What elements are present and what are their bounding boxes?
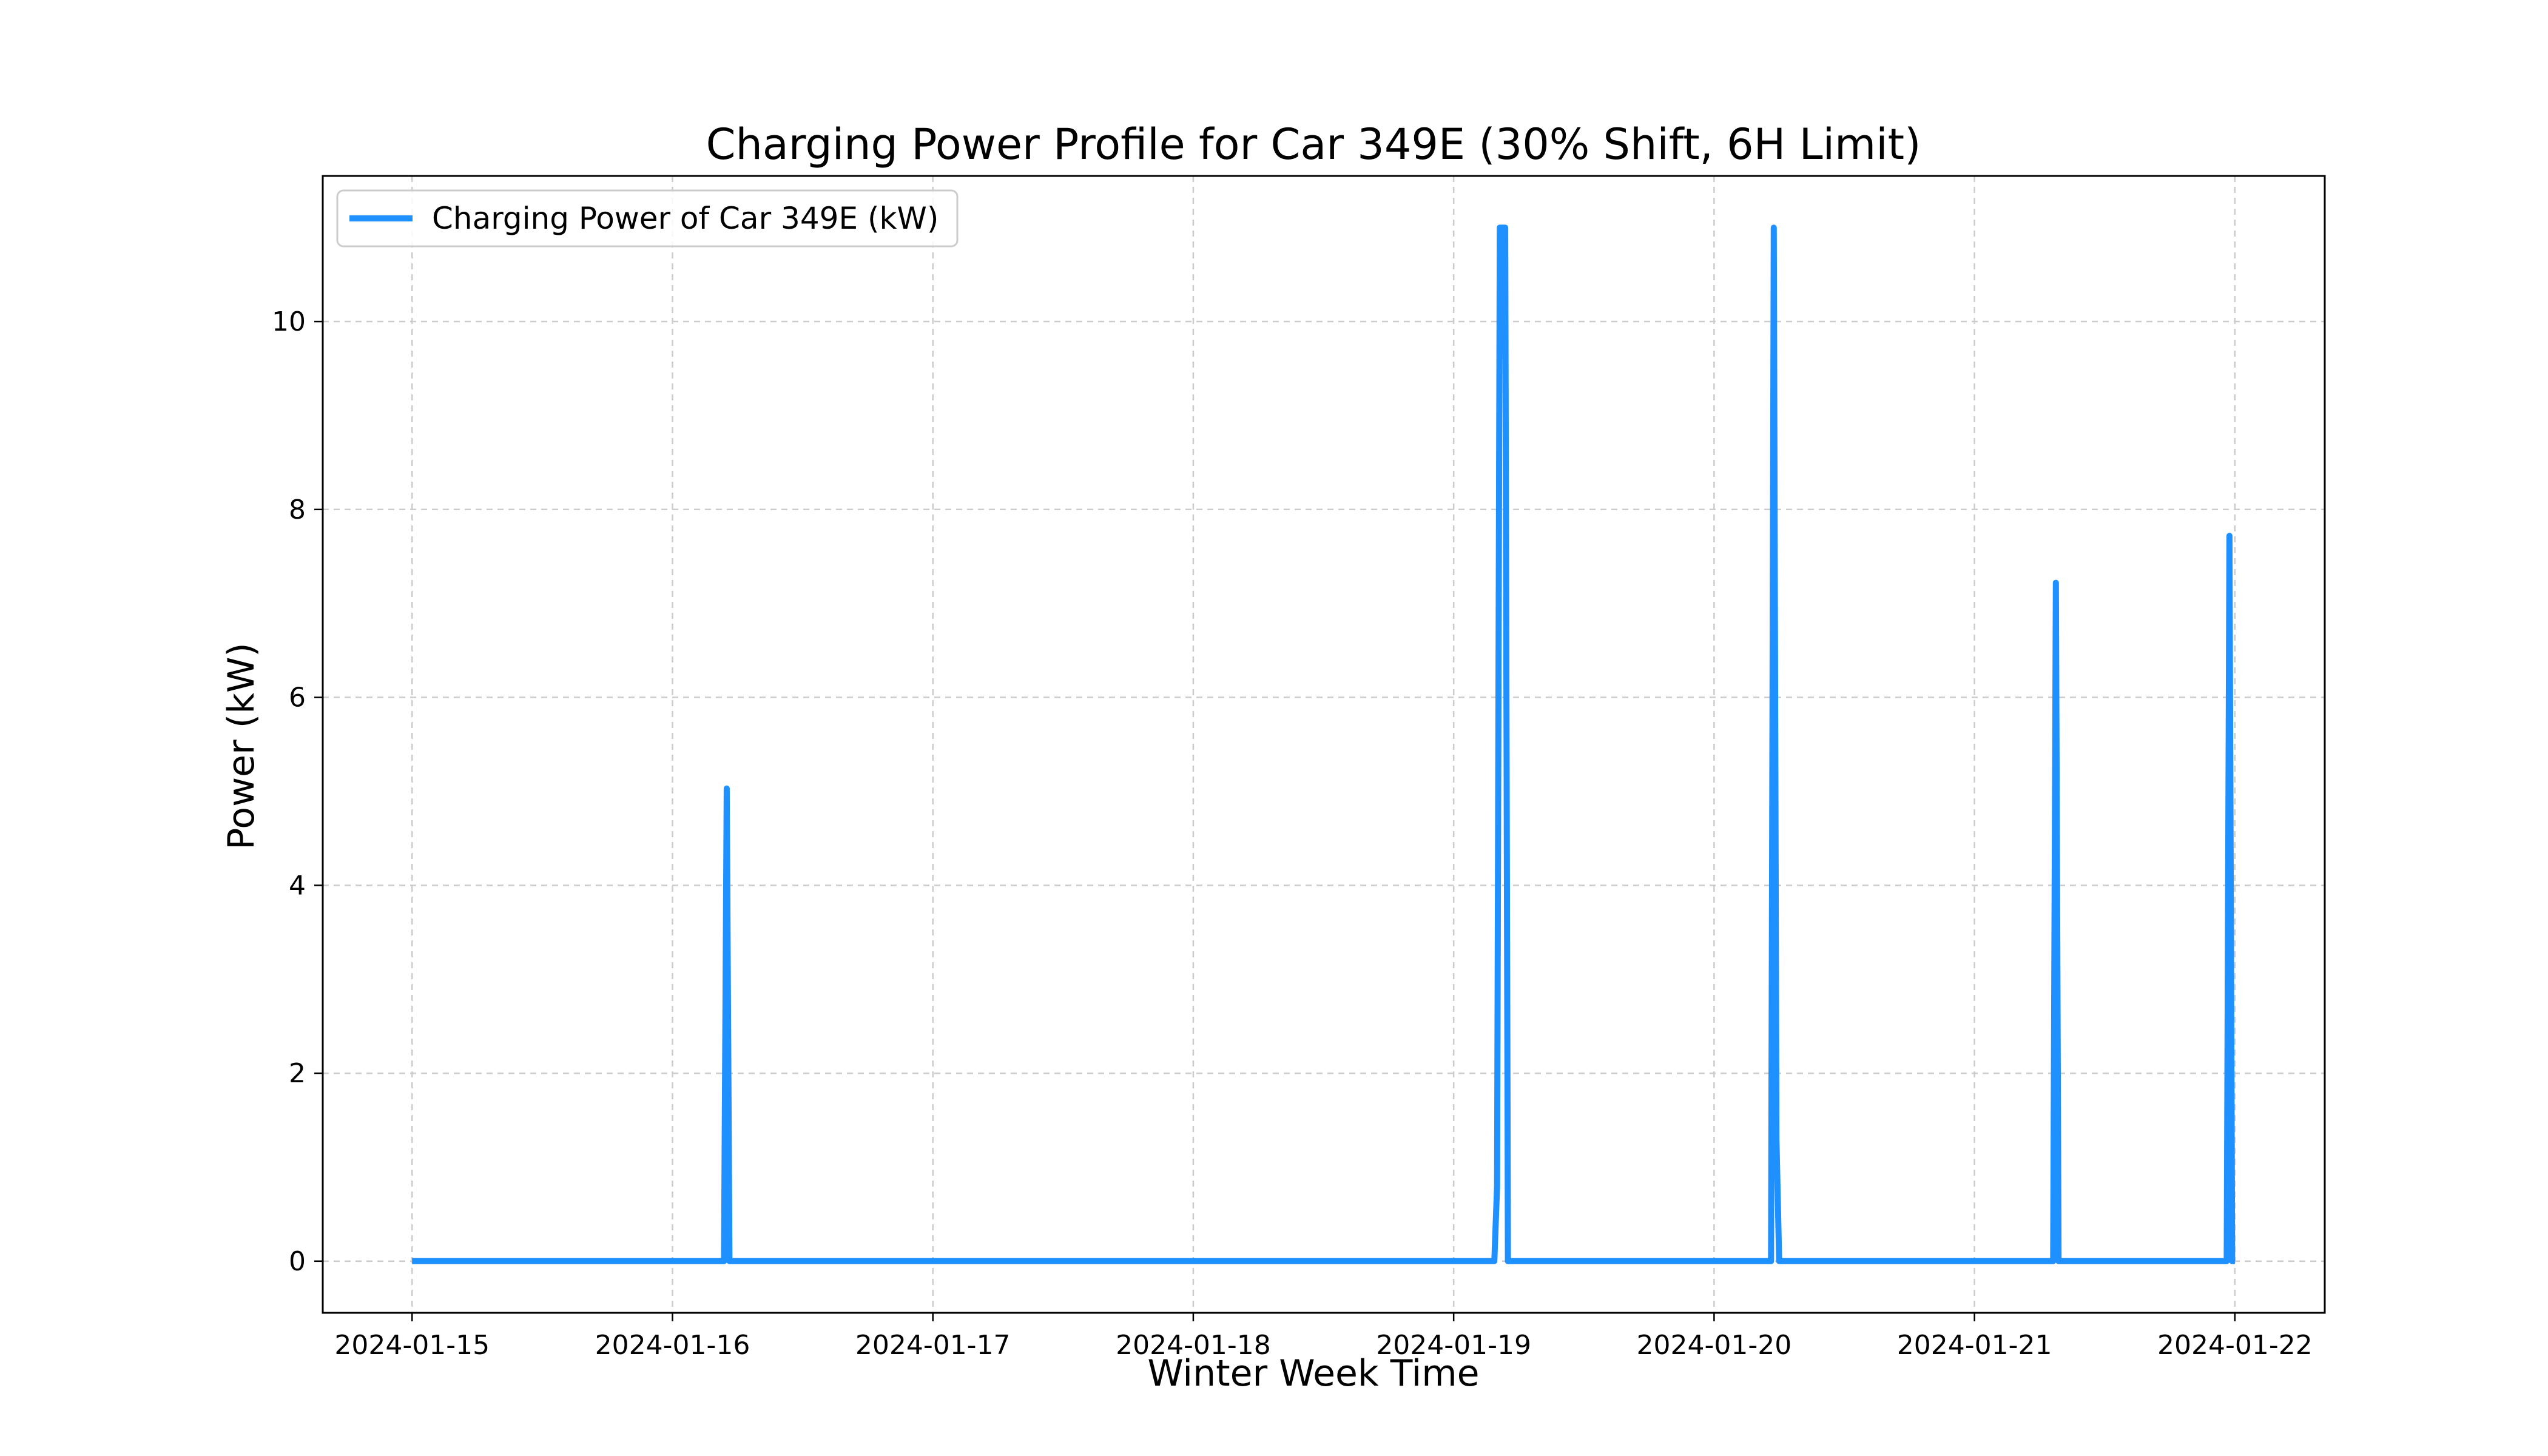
x-axis-label: Winter Week Time xyxy=(1147,1352,1479,1395)
y-tick-label: 6 xyxy=(289,682,306,713)
y-tick-label: 8 xyxy=(289,494,306,525)
plot-area xyxy=(412,224,2236,1264)
axes: 2024-01-15 2024-01-16 2024-01-17 2024-01-18… xyxy=(272,175,2326,1361)
x-tick-label: 2024-01-16 xyxy=(595,1330,750,1361)
legend: Charging Power of Car 349E (kW) xyxy=(336,189,959,248)
x-tick-label: 2024-01-15 xyxy=(334,1330,490,1361)
y-tick-label: 0 xyxy=(289,1246,306,1277)
x-tick-label: 2024-01-18 xyxy=(1116,1330,1271,1361)
y-tick-label: 2 xyxy=(289,1058,306,1089)
y-tick-label: 10 xyxy=(272,306,306,337)
legend-label: Charging Power of Car 349E (kW) xyxy=(432,201,939,236)
x-tick-label: 2024-01-19 xyxy=(1376,1330,1531,1361)
x-tick-label: 2024-01-20 xyxy=(1637,1330,1792,1361)
series-line-0 xyxy=(412,224,2236,1264)
chart-title: Charging Power Profile for Car 349E (30%… xyxy=(706,120,1921,169)
x-tick-label: 2024-01-22 xyxy=(2157,1330,2313,1361)
plot-frame xyxy=(322,175,2326,1314)
x-tick-label: 2024-01-21 xyxy=(1897,1330,2052,1361)
x-tick-label: 2024-01-17 xyxy=(855,1330,1011,1361)
y-tick-label: 4 xyxy=(289,870,306,901)
legend-box xyxy=(336,189,959,248)
y-axis-label: Power (kW) xyxy=(220,642,263,849)
